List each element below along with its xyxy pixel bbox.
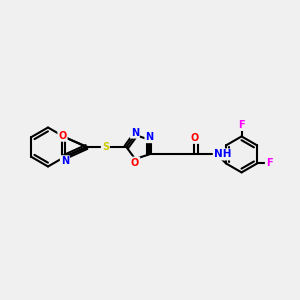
Text: S: S [102,142,109,152]
Text: O: O [131,158,139,168]
Text: O: O [191,133,199,143]
Text: NH: NH [214,149,232,159]
Text: N: N [61,156,69,166]
Text: N: N [131,128,139,138]
Text: O: O [58,131,67,141]
Text: F: F [266,158,272,168]
Text: N: N [146,132,154,142]
Text: F: F [238,120,245,130]
